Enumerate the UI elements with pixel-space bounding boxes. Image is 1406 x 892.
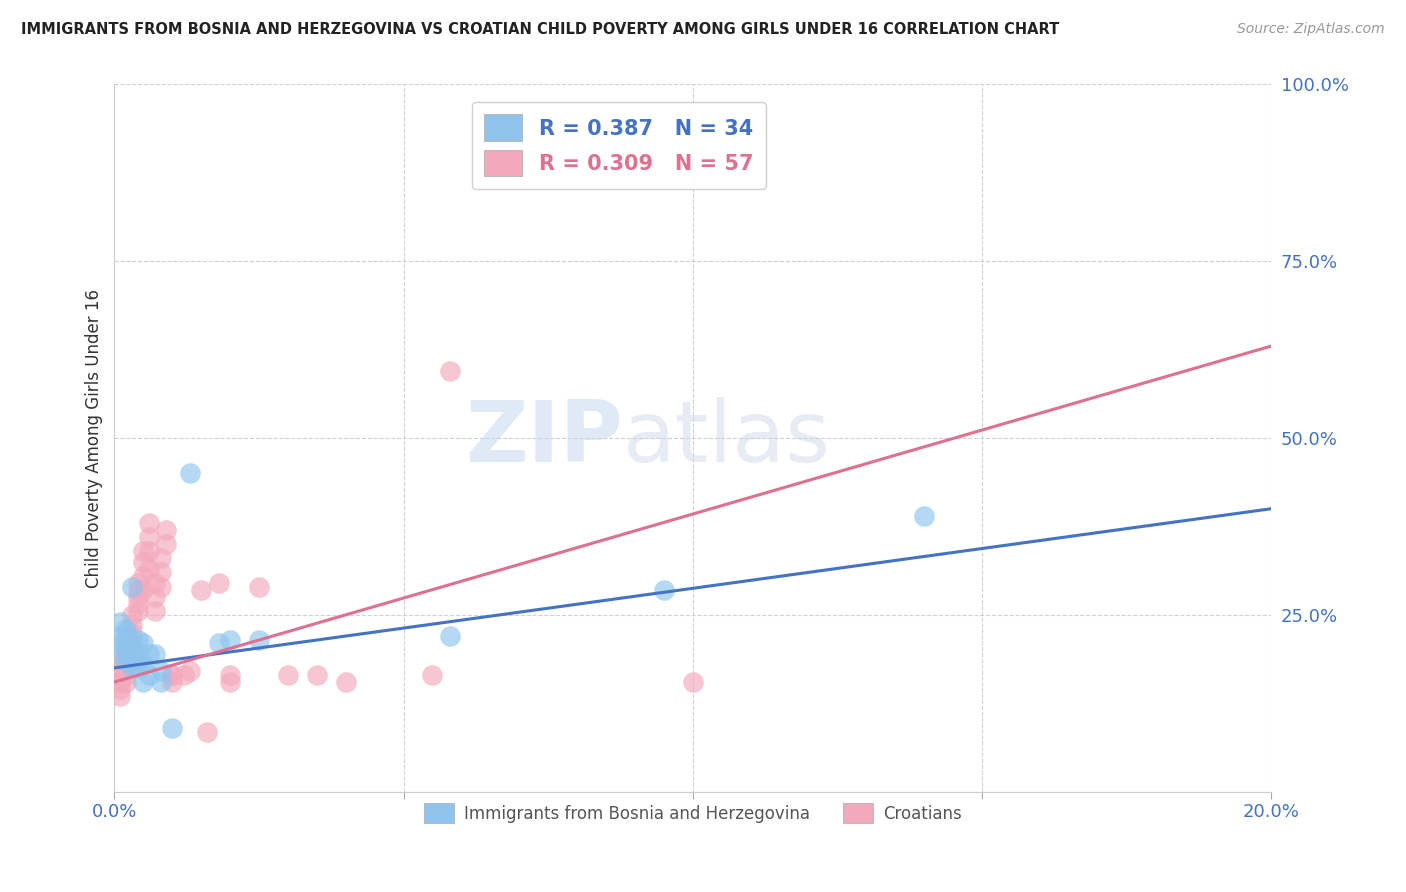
Point bbox=[115, 625, 138, 640]
Text: ZIP: ZIP bbox=[465, 397, 623, 480]
Point bbox=[121, 654, 143, 668]
Point bbox=[132, 555, 155, 569]
Point bbox=[121, 618, 143, 632]
Point bbox=[121, 580, 143, 594]
Point bbox=[115, 632, 138, 647]
Point bbox=[127, 597, 149, 611]
Point bbox=[143, 647, 166, 661]
Point bbox=[305, 668, 328, 682]
Point bbox=[132, 569, 155, 583]
Text: IMMIGRANTS FROM BOSNIA AND HERZEGOVINA VS CROATIAN CHILD POVERTY AMONG GIRLS UND: IMMIGRANTS FROM BOSNIA AND HERZEGOVINA V… bbox=[21, 22, 1059, 37]
Point bbox=[108, 654, 131, 668]
Point bbox=[162, 668, 184, 682]
Point bbox=[132, 636, 155, 650]
Point bbox=[652, 583, 675, 598]
Point bbox=[149, 551, 172, 566]
Point bbox=[277, 668, 299, 682]
Point bbox=[155, 523, 177, 537]
Point bbox=[115, 647, 138, 661]
Point bbox=[127, 647, 149, 661]
Point bbox=[219, 632, 242, 647]
Point bbox=[155, 537, 177, 551]
Point bbox=[108, 636, 131, 650]
Text: atlas: atlas bbox=[623, 397, 831, 480]
Point bbox=[179, 467, 201, 481]
Point bbox=[682, 675, 704, 690]
Point bbox=[143, 590, 166, 604]
Point bbox=[108, 629, 131, 643]
Point bbox=[127, 604, 149, 618]
Point bbox=[121, 636, 143, 650]
Point bbox=[912, 508, 935, 523]
Point bbox=[138, 668, 160, 682]
Point bbox=[138, 647, 160, 661]
Point bbox=[108, 675, 131, 690]
Point bbox=[162, 721, 184, 735]
Legend: Immigrants from Bosnia and Herzegovina, Croatians: Immigrants from Bosnia and Herzegovina, … bbox=[418, 797, 969, 830]
Point bbox=[108, 682, 131, 697]
Point bbox=[127, 576, 149, 591]
Point bbox=[162, 675, 184, 690]
Point bbox=[149, 665, 172, 679]
Point bbox=[219, 668, 242, 682]
Text: Source: ZipAtlas.com: Source: ZipAtlas.com bbox=[1237, 22, 1385, 37]
Point bbox=[132, 675, 155, 690]
Point bbox=[190, 583, 212, 598]
Point bbox=[149, 580, 172, 594]
Y-axis label: Child Poverty Among Girls Under 16: Child Poverty Among Girls Under 16 bbox=[86, 288, 103, 588]
Point bbox=[127, 632, 149, 647]
Point bbox=[422, 668, 444, 682]
Point bbox=[108, 668, 131, 682]
Point bbox=[121, 647, 143, 661]
Point bbox=[121, 643, 143, 657]
Point bbox=[121, 632, 143, 647]
Point bbox=[127, 654, 149, 668]
Point bbox=[132, 544, 155, 558]
Point bbox=[247, 632, 270, 647]
Point bbox=[179, 665, 201, 679]
Point bbox=[108, 675, 131, 690]
Point bbox=[115, 643, 138, 657]
Point bbox=[127, 661, 149, 675]
Point bbox=[121, 661, 143, 675]
Point bbox=[121, 625, 143, 640]
Point bbox=[439, 364, 461, 378]
Point bbox=[115, 654, 138, 668]
Point bbox=[132, 583, 155, 598]
Point bbox=[143, 604, 166, 618]
Point bbox=[219, 675, 242, 690]
Point bbox=[108, 661, 131, 675]
Point bbox=[108, 689, 131, 703]
Point bbox=[121, 607, 143, 622]
Point bbox=[149, 675, 172, 690]
Point bbox=[115, 668, 138, 682]
Point bbox=[138, 530, 160, 544]
Point bbox=[195, 724, 218, 739]
Point bbox=[335, 675, 357, 690]
Point bbox=[115, 632, 138, 647]
Point bbox=[108, 647, 131, 661]
Point bbox=[127, 583, 149, 598]
Point bbox=[115, 643, 138, 657]
Point bbox=[127, 590, 149, 604]
Point bbox=[207, 576, 229, 591]
Point bbox=[143, 576, 166, 591]
Point bbox=[207, 636, 229, 650]
Point bbox=[138, 562, 160, 576]
Point bbox=[162, 668, 184, 682]
Point bbox=[115, 622, 138, 636]
Point bbox=[138, 516, 160, 530]
Point bbox=[138, 544, 160, 558]
Point bbox=[149, 566, 172, 580]
Point bbox=[115, 661, 138, 675]
Point bbox=[247, 580, 270, 594]
Point bbox=[115, 675, 138, 690]
Point bbox=[132, 657, 155, 672]
Point bbox=[439, 629, 461, 643]
Point bbox=[173, 668, 195, 682]
Point bbox=[108, 615, 131, 629]
Point bbox=[115, 654, 138, 668]
